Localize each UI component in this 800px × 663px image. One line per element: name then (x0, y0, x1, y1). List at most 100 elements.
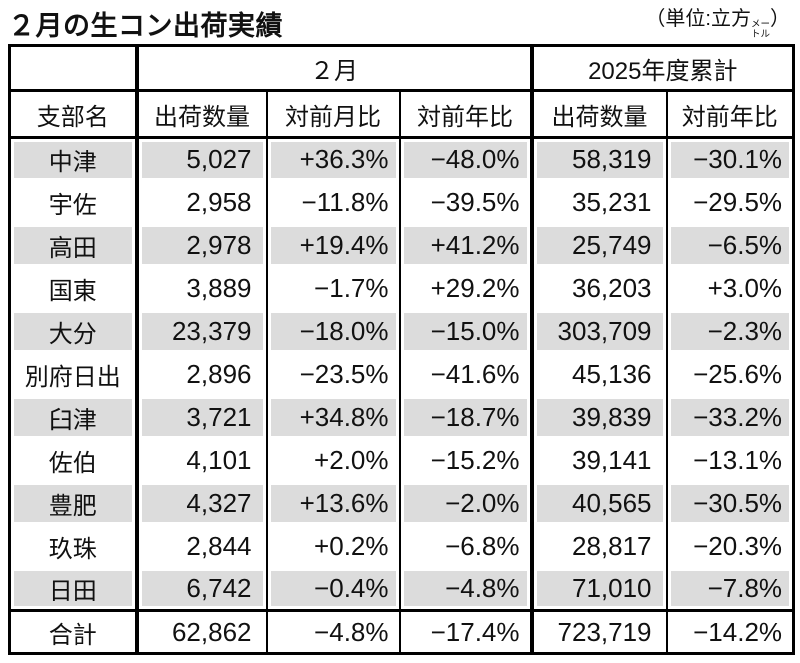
cumulative-yoy-cell: −33.2% (665, 395, 795, 439)
table-row: 玖珠 2,844 +0.2% −6.8% 28,817 −20.3% (8, 524, 795, 568)
yoy-change-cell: −15.0% (398, 309, 534, 353)
branch-name-cell: 国東 (8, 266, 139, 310)
cumulative-quantity-cell: 39,141 (530, 438, 668, 482)
feb-quantity-cell: 3,889 (135, 266, 268, 310)
yoy-change-cell: −15.2% (398, 438, 534, 482)
feb-quantity-cell: 2,958 (135, 180, 268, 224)
cumulative-quantity-cell: 35,231 (530, 180, 668, 224)
cumulative-quantity-cell: 58,319 (530, 137, 668, 181)
column-header-mom-change: 対前月比 (265, 89, 401, 139)
branch-name-cell: 大分 (8, 309, 139, 353)
meter-abbreviation-top: メー (750, 19, 770, 31)
yoy-change-cell: −6.8% (398, 524, 534, 568)
table-row: 中津 5,027 +36.3% −48.0% 58,319 −30.1% (8, 137, 795, 181)
unit-note-prefix: （単位:立方 (645, 8, 751, 31)
table-row: 高田 2,978 +19.4% +41.2% 25,749 −6.5% (8, 223, 795, 267)
total-mom-change-cell: −4.8% (265, 609, 401, 655)
total-label-cell: 合計 (8, 609, 139, 655)
cumulative-quantity-cell: 45,136 (530, 352, 668, 396)
total-row: 合計 62,862 −4.8% −17.4% 723,719 −14.2% (8, 609, 795, 655)
total-cumulative-quantity-cell: 723,719 (530, 609, 668, 655)
total-cumulative-yoy-cell: −14.2% (665, 609, 795, 655)
yoy-change-cell: −41.6% (398, 352, 534, 396)
yoy-change-cell: −18.7% (398, 395, 534, 439)
table-row: 臼津 3,721 +34.8% −18.7% 39,839 −33.2% (8, 395, 795, 439)
meter-abbreviation: メー トル (751, 20, 770, 40)
table-row: 大分 23,379 −18.0% −15.0% 303,709 −2.3% (8, 309, 795, 353)
yoy-change-cell: +29.2% (398, 266, 534, 310)
column-header-branch: 支部名 (8, 89, 139, 139)
cumulative-yoy-cell: −7.8% (665, 567, 795, 611)
table-row: 宇佐 2,958 −11.8% −39.5% 35,231 −29.5% (8, 180, 795, 224)
cumulative-quantity-cell: 25,749 (530, 223, 668, 267)
cumulative-yoy-cell: +3.0% (665, 266, 795, 310)
cumulative-quantity-cell: 39,839 (530, 395, 668, 439)
group-header-february: ２月 (135, 44, 534, 92)
group-header-row: ２月 2025年度累計 (8, 44, 795, 92)
table-row: 国東 3,889 −1.7% +29.2% 36,203 +3.0% (8, 266, 795, 310)
shipment-table: ２月 2025年度累計 支部名 出荷数量 対前月比 対前年比 出荷数量 対前年比… (8, 44, 796, 655)
cumulative-yoy-cell: −13.1% (665, 438, 795, 482)
mom-change-cell: +2.0% (265, 438, 401, 482)
mom-change-cell: −23.5% (265, 352, 401, 396)
table-body: 中津 5,027 +36.3% −48.0% 58,319 −30.1% 宇佐 … (8, 137, 795, 611)
branch-name-cell: 日田 (8, 567, 139, 611)
page-title: ２月の生コン出荷実績 (8, 10, 283, 41)
branch-name-cell: 宇佐 (8, 180, 139, 224)
cumulative-yoy-cell: −2.3% (665, 309, 795, 353)
table-row: 日田 6,742 −0.4% −4.8% 71,010 −7.8% (8, 567, 795, 611)
table-row: 佐伯 4,101 +2.0% −15.2% 39,141 −13.1% (8, 438, 795, 482)
yoy-change-cell: −48.0% (398, 137, 534, 181)
feb-quantity-cell: 6,742 (135, 567, 268, 611)
cumulative-yoy-cell: −29.5% (665, 180, 795, 224)
feb-quantity-cell: 4,101 (135, 438, 268, 482)
cumulative-quantity-cell: 303,709 (530, 309, 668, 353)
group-header-fy2025-cumulative: 2025年度累計 (530, 44, 795, 92)
branch-name-cell: 中津 (8, 137, 139, 181)
column-header-yoy-change: 対前年比 (398, 89, 534, 139)
mom-change-cell: +34.8% (265, 395, 401, 439)
mom-change-cell: −0.4% (265, 567, 401, 611)
cumulative-quantity-cell: 36,203 (530, 266, 668, 310)
yoy-change-cell: −4.8% (398, 567, 534, 611)
cumulative-yoy-cell: −20.3% (665, 524, 795, 568)
feb-quantity-cell: 2,896 (135, 352, 268, 396)
mom-change-cell: +0.2% (265, 524, 401, 568)
branch-name-cell: 豊肥 (8, 481, 139, 525)
mom-change-cell: −18.0% (265, 309, 401, 353)
cumulative-yoy-cell: −6.5% (665, 223, 795, 267)
meter-abbreviation-bottom: トル (750, 29, 770, 41)
corner-cell (8, 44, 139, 92)
unit-note-suffix: ） (770, 8, 790, 31)
mom-change-cell: +19.4% (265, 223, 401, 267)
column-header-cumulative-yoy: 対前年比 (665, 89, 795, 139)
yoy-change-cell: −39.5% (398, 180, 534, 224)
branch-name-cell: 臼津 (8, 395, 139, 439)
total-feb-quantity-cell: 62,862 (135, 609, 268, 655)
cumulative-quantity-cell: 71,010 (530, 567, 668, 611)
branch-name-cell: 高田 (8, 223, 139, 267)
feb-quantity-cell: 3,721 (135, 395, 268, 439)
branch-name-cell: 佐伯 (8, 438, 139, 482)
cumulative-yoy-cell: −25.6% (665, 352, 795, 396)
table-row: 別府日出 2,896 −23.5% −41.6% 45,136 −25.6% (8, 352, 795, 396)
feb-quantity-cell: 4,327 (135, 481, 268, 525)
yoy-change-cell: −2.0% (398, 481, 534, 525)
branch-name-cell: 別府日出 (8, 352, 139, 396)
feb-quantity-cell: 5,027 (135, 137, 268, 181)
unit-note: （単位:立方 メー トル） (645, 8, 790, 42)
mom-change-cell: +36.3% (265, 137, 401, 181)
cumulative-yoy-cell: −30.1% (665, 137, 795, 181)
column-header-feb-quantity: 出荷数量 (135, 89, 268, 139)
cumulative-yoy-cell: −30.5% (665, 481, 795, 525)
cumulative-quantity-cell: 28,817 (530, 524, 668, 568)
yoy-change-cell: +41.2% (398, 223, 534, 267)
feb-quantity-cell: 23,379 (135, 309, 268, 353)
title-bar: ２月の生コン出荷実績 （単位:立方 メー トル） (0, 0, 800, 44)
feb-quantity-cell: 2,978 (135, 223, 268, 267)
total-yoy-change-cell: −17.4% (398, 609, 534, 655)
mom-change-cell: −1.7% (265, 266, 401, 310)
feb-quantity-cell: 2,844 (135, 524, 268, 568)
column-header-row: 支部名 出荷数量 対前月比 対前年比 出荷数量 対前年比 (8, 89, 795, 139)
table-row: 豊肥 4,327 +13.6% −2.0% 40,565 −30.5% (8, 481, 795, 525)
